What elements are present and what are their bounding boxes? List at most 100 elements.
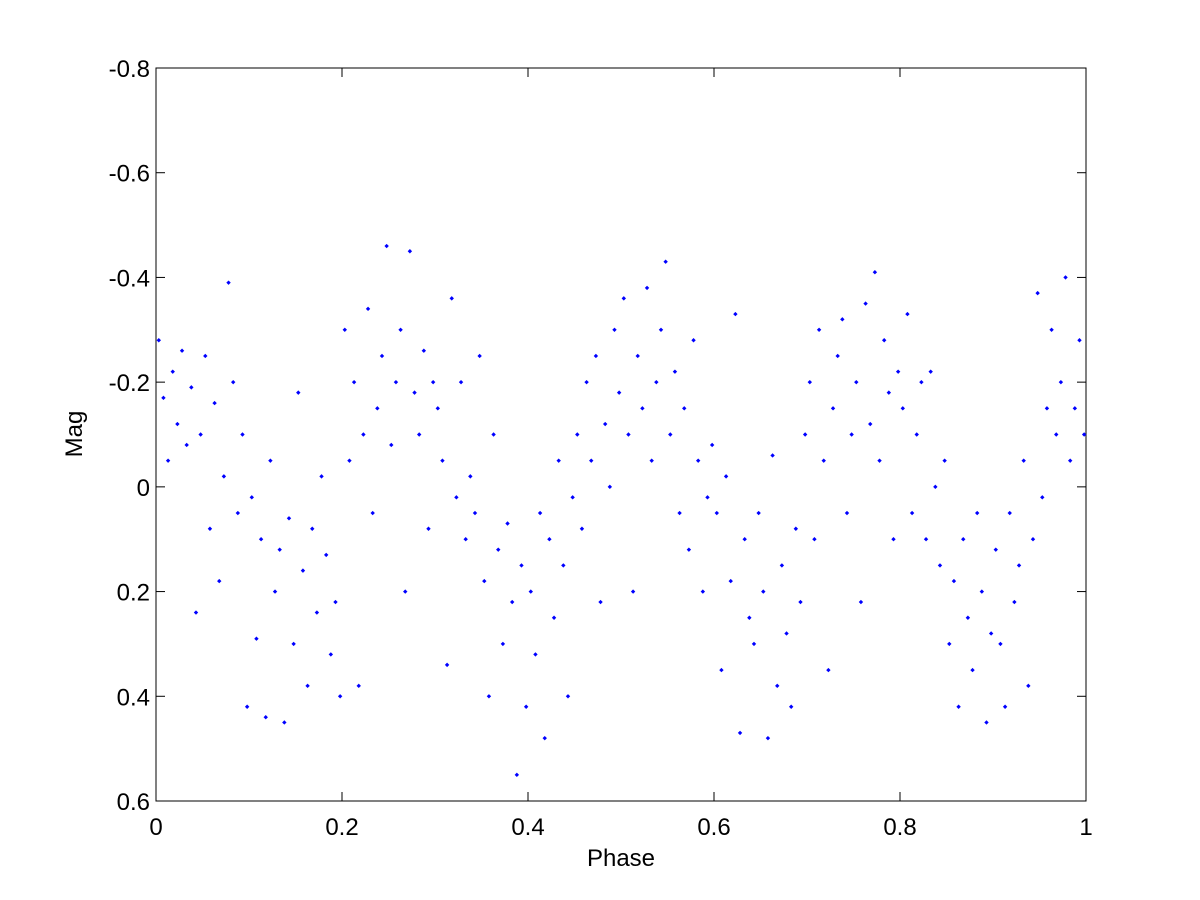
data-point bbox=[923, 537, 929, 542]
data-point bbox=[384, 243, 389, 249]
data-point bbox=[375, 406, 380, 411]
data-point bbox=[640, 406, 645, 411]
data-point bbox=[305, 683, 310, 689]
data-point bbox=[500, 641, 506, 647]
data-point bbox=[756, 510, 761, 516]
y-tick-label: -0.4 bbox=[109, 265, 150, 292]
data-point bbox=[193, 610, 199, 615]
data-point bbox=[733, 311, 738, 317]
data-point bbox=[333, 599, 338, 605]
data-point bbox=[668, 432, 673, 437]
data-point bbox=[1002, 704, 1008, 709]
data-point bbox=[440, 458, 445, 463]
data-point bbox=[542, 735, 547, 741]
data-point bbox=[277, 547, 282, 552]
data-point bbox=[496, 547, 501, 552]
data-point bbox=[365, 306, 371, 312]
data-point bbox=[505, 521, 510, 526]
data-point bbox=[482, 578, 487, 584]
data-point bbox=[1040, 495, 1045, 500]
data-point bbox=[793, 526, 799, 531]
data-point bbox=[361, 432, 366, 437]
data-point bbox=[221, 474, 227, 479]
data-point bbox=[217, 578, 222, 584]
data-point bbox=[356, 683, 361, 689]
data-point bbox=[937, 563, 943, 568]
data-point bbox=[682, 406, 687, 411]
data-point bbox=[644, 285, 650, 291]
x-tick-label: 0.4 bbox=[511, 814, 544, 841]
data-point bbox=[226, 280, 231, 285]
data-point bbox=[477, 353, 482, 359]
data-point bbox=[1044, 406, 1050, 411]
data-point bbox=[416, 432, 422, 437]
data-point bbox=[1077, 338, 1082, 343]
data-point bbox=[328, 652, 334, 657]
data-point bbox=[705, 495, 710, 500]
x-tick-label: 0 bbox=[149, 814, 162, 841]
data-point bbox=[537, 510, 543, 516]
data-point bbox=[556, 458, 561, 463]
data-point bbox=[830, 406, 836, 411]
data-point bbox=[835, 353, 840, 359]
data-point bbox=[598, 599, 603, 605]
data-point bbox=[672, 369, 678, 374]
y-tick-label: 0 bbox=[137, 475, 150, 502]
data-point bbox=[184, 442, 189, 448]
data-point bbox=[240, 432, 245, 437]
y-tick-label: 0.6 bbox=[117, 789, 150, 816]
data-point bbox=[747, 615, 752, 620]
data-point bbox=[779, 563, 785, 568]
x-axis-label: Phase bbox=[587, 845, 655, 872]
data-point bbox=[282, 720, 287, 725]
data-point bbox=[737, 730, 743, 736]
data-point bbox=[788, 704, 794, 709]
data-point bbox=[951, 578, 957, 584]
data-point bbox=[840, 317, 845, 322]
data-point bbox=[905, 311, 910, 317]
data-point bbox=[314, 610, 320, 615]
data-point bbox=[575, 432, 580, 437]
data-point bbox=[602, 421, 608, 427]
data-point bbox=[579, 526, 585, 531]
data-point bbox=[570, 495, 575, 500]
data-point bbox=[165, 458, 171, 463]
data-point bbox=[161, 395, 166, 401]
data-point bbox=[403, 589, 408, 594]
data-point bbox=[421, 348, 427, 353]
data-point bbox=[770, 453, 775, 458]
data-point bbox=[1012, 599, 1017, 605]
data-point bbox=[821, 458, 826, 463]
data-point bbox=[1081, 432, 1087, 437]
data-point bbox=[272, 589, 278, 594]
data-point bbox=[1026, 683, 1031, 689]
data-point bbox=[565, 694, 571, 699]
data-point bbox=[914, 432, 919, 437]
data-point bbox=[616, 390, 622, 395]
data-point bbox=[393, 379, 399, 385]
data-point bbox=[249, 495, 254, 500]
data-point bbox=[319, 474, 324, 479]
data-point bbox=[203, 353, 208, 359]
data-point bbox=[398, 327, 403, 332]
data-point bbox=[310, 526, 315, 531]
data-point bbox=[658, 327, 664, 332]
data-point bbox=[863, 301, 868, 306]
data-point bbox=[323, 552, 329, 558]
data-point bbox=[812, 537, 817, 542]
data-point bbox=[891, 537, 896, 542]
data-point bbox=[1049, 327, 1054, 332]
data-point bbox=[979, 589, 985, 594]
x-tick-label: 0.2 bbox=[325, 814, 358, 841]
data-point bbox=[370, 510, 375, 516]
data-point bbox=[528, 589, 533, 594]
data-point bbox=[742, 537, 747, 542]
data-point bbox=[254, 636, 259, 641]
data-point bbox=[849, 432, 854, 437]
data-point bbox=[895, 369, 901, 374]
data-point bbox=[189, 385, 194, 390]
data-point bbox=[719, 667, 724, 673]
data-point bbox=[700, 589, 706, 594]
data-point bbox=[435, 406, 440, 411]
